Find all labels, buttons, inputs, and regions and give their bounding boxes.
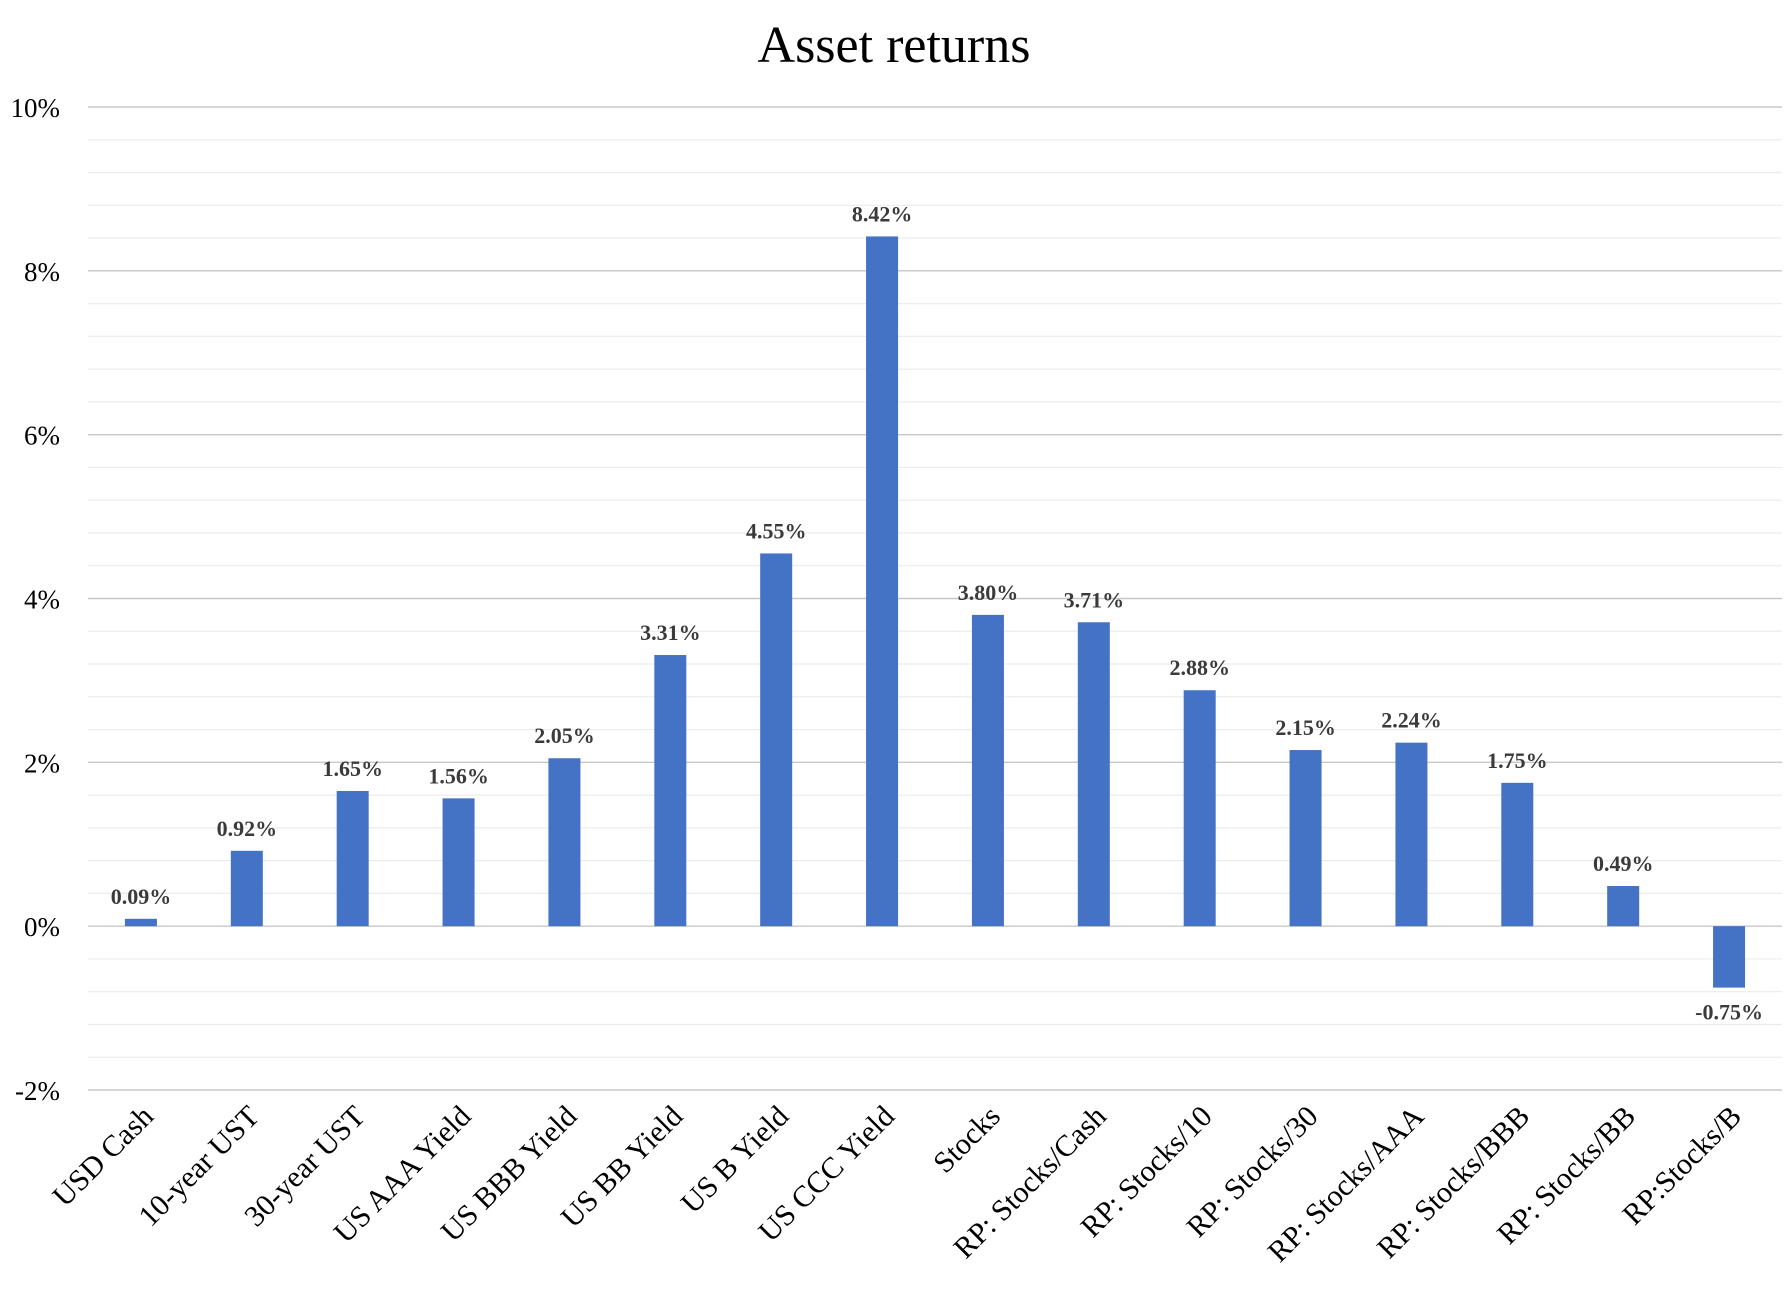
gridlines: [88, 106, 1782, 1091]
chart-title: Asset returns: [758, 17, 1031, 74]
y-tick-label: 6%: [24, 421, 60, 451]
data-label: 1.65%: [322, 756, 383, 781]
bar: [654, 655, 687, 927]
bar: [1183, 690, 1216, 927]
data-labels: 0.09% 0.92% 1.65% 1.56% 2.05% 3.31% 4.55% 8.42%…: [111, 201, 1763, 1024]
data-label: 0.49%: [1593, 851, 1654, 876]
bar: [1713, 926, 1746, 988]
y-tick-label: 10%: [11, 93, 61, 123]
x-tick-label: Stocks: [927, 1100, 1007, 1180]
data-label: 0.09%: [111, 884, 172, 909]
y-tick-label: -2%: [15, 1076, 60, 1106]
data-label: -0.75%: [1695, 1000, 1763, 1025]
data-label: 2.15%: [1275, 715, 1336, 740]
bars: [124, 236, 1746, 988]
bar: [760, 553, 793, 927]
data-label: 3.31%: [640, 620, 701, 645]
y-tick-label: 4%: [24, 585, 60, 615]
y-tick-label: 2%: [24, 748, 60, 778]
bar: [1077, 622, 1110, 927]
data-label: 2.88%: [1169, 655, 1230, 680]
data-label: 4.55%: [746, 518, 807, 543]
data-label: 8.42%: [852, 201, 913, 226]
data-label: 2.05%: [534, 723, 595, 748]
bar: [548, 758, 581, 927]
bar: [1607, 886, 1640, 927]
data-label: 0.92%: [217, 816, 278, 841]
data-label: 3.80%: [958, 580, 1019, 605]
y-tick-label: 8%: [24, 257, 60, 287]
data-label: 1.75%: [1487, 748, 1548, 773]
bar: [1289, 750, 1322, 927]
bar: [230, 850, 263, 927]
bar: [866, 236, 899, 927]
x-tick-label: USD Cash: [46, 1100, 160, 1214]
y-axis: -2% 0% 2% 4% 6% 8% 10%: [11, 93, 61, 1106]
data-label: 1.56%: [428, 763, 489, 788]
y-tick-label: 0%: [24, 912, 60, 942]
bar: [442, 798, 475, 927]
data-label: 2.24%: [1381, 708, 1442, 733]
bar: [971, 614, 1004, 927]
bar: [124, 918, 157, 927]
data-label: 3.71%: [1064, 587, 1125, 612]
bar: [336, 791, 369, 927]
bar: [1501, 782, 1534, 927]
bar: [1395, 742, 1428, 927]
